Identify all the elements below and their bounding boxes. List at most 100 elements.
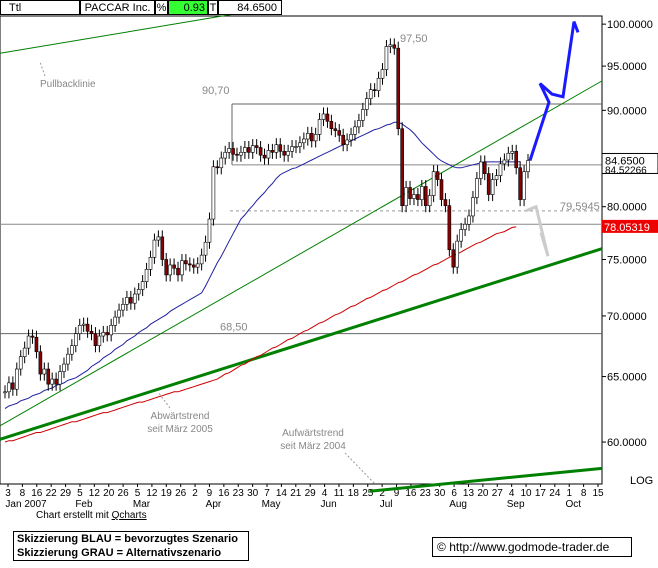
annotation-uptrend: Aufwärtstrend <box>282 428 344 439</box>
x-day-label: 16 <box>31 488 43 499</box>
candle-body <box>199 254 204 265</box>
level-label: 97,50 <box>400 33 428 45</box>
candle-body <box>30 335 35 338</box>
candle-body <box>463 223 467 230</box>
candle-body <box>262 154 267 159</box>
x-month-label: Aug <box>449 499 467 510</box>
x-day-label: 2 <box>379 488 385 499</box>
x-day-label: 8 <box>581 488 587 499</box>
moving-average-red <box>4 226 517 443</box>
x-day-label: 5 <box>135 488 141 499</box>
x-day-label: 10 <box>520 488 532 499</box>
price-tag-last: 84.6500 <box>605 155 645 167</box>
level-label: 90,70 <box>202 85 230 97</box>
credit-prefix: Chart erstellt mit <box>36 510 112 521</box>
candle-body <box>129 297 133 304</box>
credit-tool-link[interactable]: Qcharts <box>111 510 147 521</box>
candle-body <box>447 205 452 251</box>
candle-body <box>239 151 243 156</box>
x-day-label: 16 <box>218 488 230 499</box>
candle-body <box>333 128 338 131</box>
moving-average-blue <box>4 121 521 410</box>
candle-body <box>298 142 302 147</box>
candle-body <box>160 236 165 260</box>
annotation-uptrend: seit März 2004 <box>280 441 346 452</box>
candle-body <box>321 113 326 120</box>
candle-body <box>290 146 294 152</box>
x-day-label: 4 <box>322 488 328 499</box>
candle-body <box>227 148 231 153</box>
candle-body <box>89 330 94 334</box>
candle-body <box>341 134 345 145</box>
x-month-label: Feb <box>75 499 93 510</box>
x-day-label: 3 <box>5 488 11 499</box>
x-month-label: Jan 2007 <box>5 499 47 510</box>
candle-body <box>455 240 460 268</box>
candle-body <box>136 289 141 295</box>
x-day-label: 25 <box>362 488 374 499</box>
candle-body <box>475 178 479 198</box>
candle-body <box>518 167 522 200</box>
scale-label: LOG <box>630 475 653 487</box>
x-month-label: Sep <box>507 499 525 510</box>
candle-body <box>46 368 51 385</box>
candle-body <box>486 173 491 195</box>
y-tick-label: 65.0000 <box>607 372 647 384</box>
candle-body <box>431 171 436 196</box>
candle-body <box>309 133 314 142</box>
candle-body <box>105 332 110 336</box>
candle-body <box>121 304 125 311</box>
candle-body <box>396 47 401 130</box>
candle-body <box>81 323 86 326</box>
candle-body <box>270 150 275 153</box>
candle-body <box>459 229 463 242</box>
candle-body <box>14 368 19 390</box>
candle-body <box>412 194 416 199</box>
header-last-price: 84.6500 <box>218 0 282 15</box>
candle-body <box>11 382 15 390</box>
y-tick-label: 70.0000 <box>607 311 647 323</box>
x-day-label: 23 <box>420 488 432 499</box>
x-month-label: May <box>262 499 281 510</box>
candle-body <box>522 171 526 200</box>
candle-body <box>58 371 62 385</box>
candle-body <box>223 151 228 159</box>
price-tag-red-box <box>602 219 658 233</box>
candle-body <box>400 128 404 206</box>
candle-body <box>156 236 161 241</box>
candle-body <box>93 333 98 346</box>
y-tick-label: 90.0000 <box>607 105 647 117</box>
candle-body <box>191 264 196 268</box>
candle-body <box>168 264 172 276</box>
source-box[interactable]: © http://www.godmode-trader.de <box>432 537 632 557</box>
y-tick-label: 75.0000 <box>607 254 647 266</box>
price-tag-box <box>601 152 658 174</box>
chart-credit: Chart erstellt mit Qcharts <box>36 510 147 521</box>
candle-body <box>372 89 377 91</box>
x-day-label: 14 <box>276 488 288 499</box>
candle-body <box>164 259 169 276</box>
candle-body <box>325 113 330 122</box>
candle-body <box>125 297 129 305</box>
candle-body <box>176 267 180 276</box>
candle-body <box>247 147 251 153</box>
candle-body <box>329 121 334 130</box>
x-day-label: 22 <box>46 488 58 499</box>
header-pct-label: % <box>155 0 168 15</box>
candle-body <box>392 44 397 49</box>
candle-body <box>215 166 220 169</box>
x-month-label: Apr <box>206 499 222 510</box>
source-url: http://www.godmode-trader.de <box>449 540 610 554</box>
candle-body <box>73 333 78 346</box>
candle-body <box>443 199 448 206</box>
candle-body <box>357 120 361 128</box>
candle-body <box>388 44 393 47</box>
candle-body <box>38 351 43 375</box>
x-day-label: 20 <box>477 488 489 499</box>
level-label: 68,50 <box>220 322 248 334</box>
x-day-label: 16 <box>405 488 417 499</box>
candle-body <box>274 144 279 153</box>
candle-body <box>144 269 149 282</box>
candle-body <box>188 263 192 266</box>
candle-body <box>152 239 157 258</box>
